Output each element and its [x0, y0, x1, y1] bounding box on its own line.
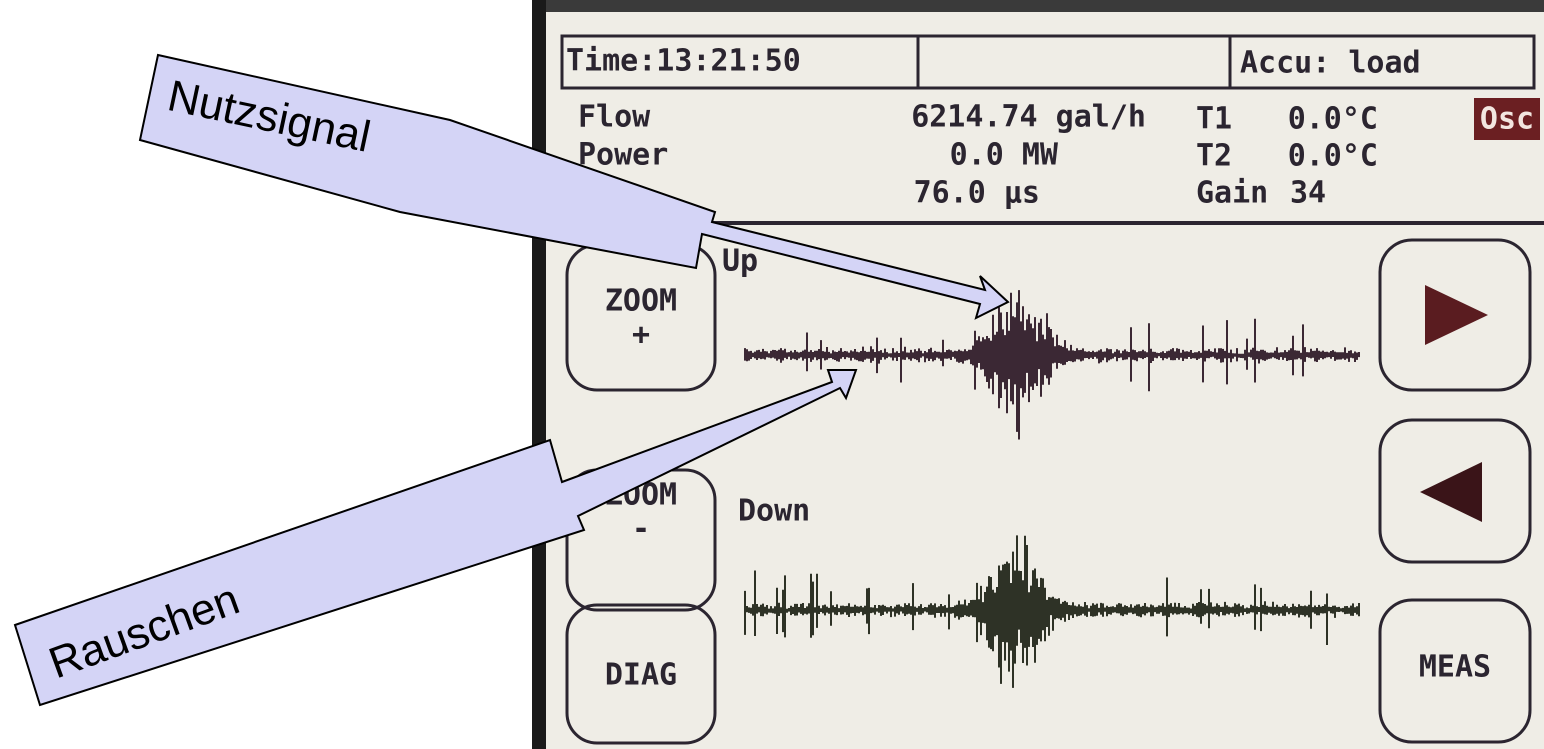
- aux-value: 0.0°C: [1288, 139, 1378, 174]
- time: Time:13:21:50: [566, 44, 801, 79]
- button-label[interactable]: -: [632, 512, 650, 547]
- button-label[interactable]: DIAG: [605, 658, 677, 693]
- battery-status: Accu: load: [1240, 46, 1421, 81]
- mode[interactable]: Osc: [1480, 102, 1534, 137]
- channel-label: Up: [722, 244, 758, 279]
- aux-label: T2: [1196, 139, 1232, 174]
- reading-label: Flow: [578, 100, 651, 135]
- page: Time:13:21:50 Accu: load Flow 6214.74 ga…: [0, 0, 1544, 749]
- bezel-top: [546, 0, 1544, 12]
- button-label[interactable]: ZOOM: [605, 284, 677, 319]
- reading-value: 76.0 µs: [914, 176, 1040, 211]
- aux-value: 0.0°C: [1288, 102, 1378, 137]
- aux-label: T1: [1196, 102, 1232, 137]
- aux-label: Gain: [1196, 176, 1268, 211]
- channel-label: Down: [738, 494, 810, 529]
- screenshot: Time:13:21:50 Accu: load Flow 6214.74 ga…: [0, 0, 1544, 749]
- aux-value: 34: [1290, 176, 1326, 211]
- bezel: [532, 0, 546, 749]
- button-label[interactable]: MEAS: [1419, 650, 1491, 685]
- reading-value: 6214.74 gal/h: [911, 100, 1146, 135]
- reading-label: Power: [578, 138, 668, 173]
- reading-value: 0.0 MW: [950, 138, 1059, 173]
- button-label[interactable]: +: [632, 318, 650, 353]
